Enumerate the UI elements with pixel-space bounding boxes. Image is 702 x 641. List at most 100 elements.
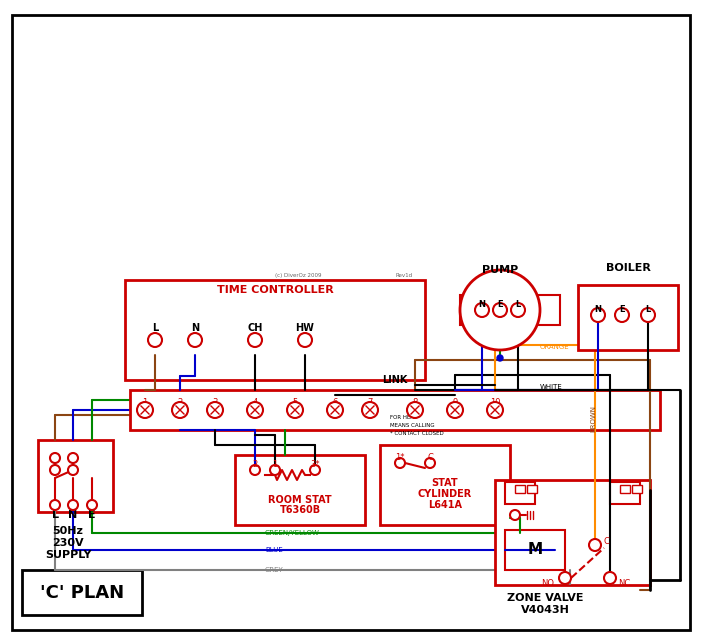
Text: 9: 9 (452, 398, 458, 407)
Text: FOR HEAT: FOR HEAT (390, 415, 417, 419)
Text: L: L (645, 305, 651, 314)
Circle shape (604, 572, 616, 584)
Circle shape (493, 303, 507, 317)
Text: WHITE: WHITE (540, 384, 563, 390)
Circle shape (615, 308, 629, 322)
Text: 5: 5 (292, 398, 298, 407)
Text: N: N (68, 510, 78, 520)
Circle shape (497, 355, 503, 361)
Text: 8: 8 (412, 398, 418, 407)
Circle shape (362, 402, 378, 418)
Text: M: M (527, 542, 543, 558)
Bar (515, 485, 525, 493)
Circle shape (248, 333, 262, 347)
Text: C: C (427, 453, 433, 462)
Circle shape (487, 402, 503, 418)
Text: N: N (479, 300, 486, 309)
Text: (c) DiverOz 2009: (c) DiverOz 2009 (275, 272, 322, 278)
Circle shape (50, 453, 60, 463)
Text: NC: NC (618, 578, 630, 588)
Bar (125, 280, 425, 380)
Text: L: L (515, 300, 521, 309)
Text: BLUE: BLUE (265, 547, 283, 553)
Text: 7: 7 (367, 398, 373, 407)
Circle shape (475, 303, 489, 317)
Text: 1: 1 (272, 460, 277, 469)
Bar (380, 445, 510, 525)
Bar (235, 455, 365, 525)
Text: 230V: 230V (52, 538, 84, 548)
Text: 1*: 1* (395, 453, 405, 462)
Circle shape (310, 465, 320, 475)
Circle shape (50, 500, 60, 510)
Text: ROOM STAT: ROOM STAT (268, 495, 332, 505)
Text: 3*: 3* (310, 460, 320, 469)
Text: 50Hz: 50Hz (53, 526, 84, 536)
Bar (538, 295, 560, 325)
Circle shape (68, 453, 78, 463)
Circle shape (207, 402, 223, 418)
Bar (495, 480, 650, 585)
Circle shape (425, 458, 435, 468)
Text: V4043H: V4043H (521, 605, 569, 615)
Circle shape (137, 402, 153, 418)
Circle shape (68, 465, 78, 475)
Bar (38, 440, 113, 512)
Text: 4: 4 (253, 398, 258, 407)
Text: LINK: LINK (383, 375, 408, 385)
Text: T6360B: T6360B (279, 505, 321, 515)
Text: PUMP: PUMP (482, 265, 518, 275)
Circle shape (447, 402, 463, 418)
Circle shape (298, 333, 312, 347)
Circle shape (87, 500, 97, 510)
Text: SUPPLY: SUPPLY (45, 550, 91, 560)
Text: 2: 2 (178, 398, 183, 407)
Text: 1: 1 (143, 398, 147, 407)
Bar (527, 485, 537, 493)
Circle shape (589, 539, 601, 551)
Circle shape (510, 510, 520, 520)
Text: L: L (152, 323, 158, 333)
Text: 'C' PLAN: 'C' PLAN (40, 584, 124, 602)
Text: L641A: L641A (428, 500, 462, 510)
Circle shape (460, 270, 540, 350)
Text: E: E (497, 300, 503, 309)
Circle shape (511, 303, 525, 317)
Text: Rev1d: Rev1d (395, 272, 412, 278)
Text: STAT: STAT (432, 478, 458, 488)
Bar (505, 482, 535, 504)
Text: GREEN/YELLOW: GREEN/YELLOW (265, 530, 320, 536)
Circle shape (247, 402, 263, 418)
Bar (578, 285, 678, 350)
Text: C: C (603, 537, 609, 545)
Circle shape (287, 402, 303, 418)
Text: GREY: GREY (265, 567, 284, 573)
Text: BROWN: BROWN (590, 405, 596, 432)
Text: 3: 3 (212, 398, 218, 407)
Text: L: L (51, 510, 58, 520)
Circle shape (50, 465, 60, 475)
Text: BOILER: BOILER (606, 263, 651, 273)
Text: MEANS CALLING: MEANS CALLING (390, 422, 435, 428)
Bar (505, 530, 565, 570)
Text: N: N (595, 305, 602, 314)
Text: 2: 2 (253, 460, 258, 469)
Text: N: N (191, 323, 199, 333)
Bar (620, 485, 630, 493)
Circle shape (250, 465, 260, 475)
Bar (610, 482, 640, 504)
Circle shape (327, 402, 343, 418)
Text: E: E (619, 305, 625, 314)
Text: * CONTACT CLOSED: * CONTACT CLOSED (390, 431, 444, 435)
Circle shape (641, 308, 655, 322)
Text: 6: 6 (332, 398, 338, 407)
Circle shape (395, 458, 405, 468)
Circle shape (270, 465, 280, 475)
Circle shape (172, 402, 188, 418)
Text: CYLINDER: CYLINDER (418, 489, 472, 499)
Circle shape (407, 402, 423, 418)
Bar (632, 485, 642, 493)
Text: NO: NO (541, 578, 554, 588)
Bar (460, 295, 482, 325)
Text: CH: CH (247, 323, 263, 333)
